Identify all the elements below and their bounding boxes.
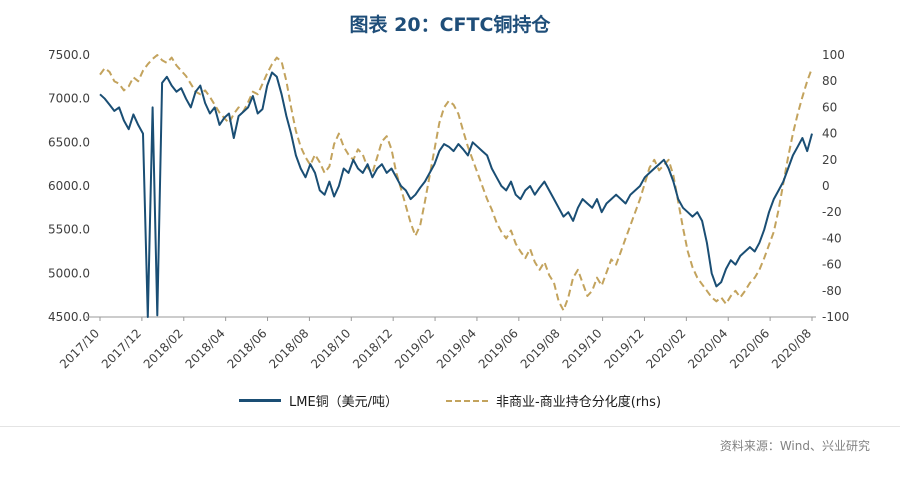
right-axis-tick-label: 40 [822, 127, 837, 141]
x-axis-tick-label: 2019/08 [518, 326, 563, 371]
x-axis-tick-label: 2018/06 [224, 326, 269, 371]
series-divergence-line [99, 54, 813, 312]
x-axis-tick-label: 2018/12 [350, 326, 395, 371]
right-axis-tick-label: -100 [822, 310, 849, 324]
left-axis-tick-label: 7000.0 [48, 92, 90, 106]
x-axis-tick-label: 2018/02 [141, 326, 186, 371]
legend: LME铜（美元/吨） 非商业-商业持仓分化度(rhs) [0, 391, 900, 410]
right-axis-tick-label: 20 [822, 153, 837, 167]
x-axis-tick-label: 2020/06 [727, 326, 772, 371]
right-axis-tick-label: 60 [822, 100, 837, 114]
x-axis-tick-label: 2020/08 [769, 326, 814, 371]
legend-item-divergence: 非商业-商业持仓分化度(rhs) [446, 391, 661, 410]
footer: 资料来源：Wind、兴业研究 [0, 426, 900, 454]
left-axis-tick-label: 7500.0 [48, 48, 90, 62]
x-axis-tick-label: 2019/12 [601, 326, 646, 371]
left-axis-tick-label: 6500.0 [48, 135, 90, 149]
x-axis-tick-label: 2017/12 [99, 326, 144, 371]
left-axis-tick-label: 6000.0 [48, 179, 90, 193]
x-axis-tick-label: 2018/08 [266, 326, 311, 371]
right-axis-tick-label: 100 [822, 48, 845, 62]
series-lme-line [99, 71, 813, 318]
x-axis-tick-label: 2020/02 [643, 326, 688, 371]
right-axis-tick-label: -80 [822, 284, 842, 298]
right-axis-tick-label: -20 [822, 205, 842, 219]
legend-label-divergence: 非商业-商业持仓分化度(rhs) [496, 395, 662, 410]
x-axis-tick-label: 2018/04 [183, 326, 228, 371]
lme-line-swatch-icon [238, 399, 281, 402]
right-axis-tick-label: 0 [822, 179, 830, 193]
left-axis-tick-label: 5500.0 [48, 223, 90, 237]
legend-item-lme: LME铜（美元/吨） [238, 391, 399, 410]
x-axis-tick-label: 2018/10 [308, 326, 353, 371]
x-axis-tick-label: 2017/10 [57, 326, 102, 371]
divergence-line-swatch-icon [446, 399, 489, 402]
line-chart: 4500.0 5000.0 5500.0 6000.0 6500.0 7000.0 7500… [48, 48, 849, 371]
left-axis-tick-label: 4500.0 [48, 310, 90, 324]
x-axis-tick-label: 2019/06 [476, 326, 521, 371]
right-axis-tick-label: -40 [822, 231, 842, 245]
chart-title: 图表 20：CFTC铜持仓 [349, 14, 551, 36]
x-axis-tick-label: 2019/02 [392, 326, 437, 371]
legend-label-lme: LME铜（美元/吨） [288, 395, 399, 410]
x-axis-tick-label: 2019/04 [434, 326, 479, 371]
source-note: 资料来源：Wind、兴业研究 [719, 439, 870, 453]
x-axis-tick-label: 2019/10 [560, 326, 605, 371]
x-axis-tick-label: 2020/04 [685, 326, 730, 371]
left-axis-tick-label: 5000.0 [48, 266, 90, 280]
right-axis-tick-label: -60 [822, 258, 842, 272]
right-axis-tick-label: 80 [822, 74, 837, 88]
